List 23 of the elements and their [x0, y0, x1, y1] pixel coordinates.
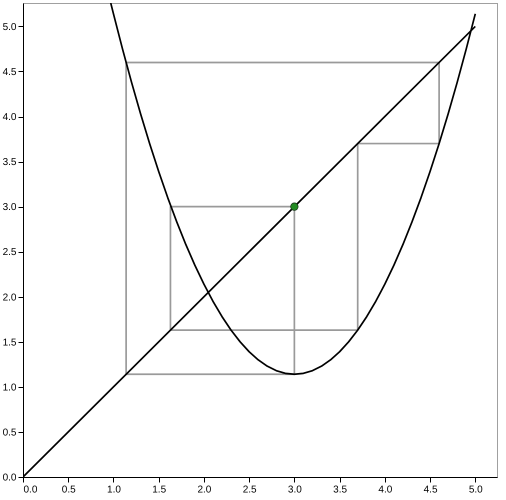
x-tick-label: 3.5	[333, 484, 348, 496]
y-tick-label: 5.0	[2, 22, 17, 33]
y-tick-label: 3.0	[2, 202, 17, 214]
x-tick-label: 0.0	[24, 484, 38, 496]
x-tick-label: 2.5	[242, 484, 258, 496]
y-tick-label: 2.0	[2, 292, 17, 304]
x-tick-label: 1.0	[107, 484, 122, 496]
y-tick-label: 2.5	[2, 247, 17, 258]
x-tick-label: 4.0	[378, 484, 393, 496]
x-tick-label: 0.5	[62, 484, 76, 496]
x-tick-label: 3.0	[288, 484, 302, 496]
y-tick-label: 0.0	[2, 472, 17, 484]
y-tick-label: 1.0	[2, 382, 17, 394]
y-tick-label: 4.0	[2, 112, 17, 124]
y-tick-label: 0.5	[2, 427, 17, 438]
y-tick-label: 3.5	[2, 157, 17, 168]
x-tick-label: 2.0	[197, 484, 212, 496]
line-series	[125, 62, 440, 376]
y-tick-label: 4.5	[2, 66, 17, 78]
x-tick-label: 5.0	[468, 484, 484, 496]
y-tick-label: 1.5	[2, 337, 17, 348]
x-tick-label: 4.5	[424, 484, 438, 496]
x-tick-label: 1.5	[152, 484, 167, 496]
